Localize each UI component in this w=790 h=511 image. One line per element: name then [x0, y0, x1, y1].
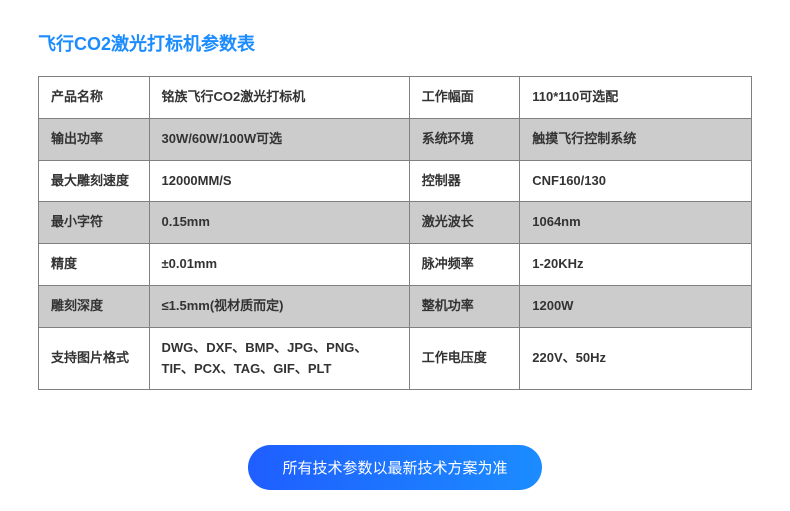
spec-label: 激光波长	[409, 202, 520, 244]
spec-value: ≤1.5mm(视材质而定)	[149, 285, 409, 327]
table-row: 支持图片格式DWG、DXF、BMP、JPG、PNG、TIF、PCX、TAG、GI…	[39, 327, 752, 390]
spec-label: 工作幅面	[409, 77, 520, 119]
spec-value: 铭族飞行CO2激光打标机	[149, 77, 409, 119]
table-row: 最小字符0.15mm激光波长1064nm	[39, 202, 752, 244]
spec-value: 1200W	[520, 285, 752, 327]
spec-value: 30W/60W/100W可选	[149, 118, 409, 160]
spec-label: 脉冲频率	[409, 244, 520, 286]
spec-value: 220V、50Hz	[520, 327, 752, 390]
spec-table: 产品名称铭族飞行CO2激光打标机工作幅面110*110可选配输出功率30W/60…	[38, 76, 752, 390]
spec-label: 控制器	[409, 160, 520, 202]
spec-value: 0.15mm	[149, 202, 409, 244]
spec-label: 精度	[39, 244, 150, 286]
spec-value: CNF160/130	[520, 160, 752, 202]
table-row: 精度±0.01mm脉冲频率1-20KHz	[39, 244, 752, 286]
table-row: 产品名称铭族飞行CO2激光打标机工作幅面110*110可选配	[39, 77, 752, 119]
spec-value: 触摸飞行控制系统	[520, 118, 752, 160]
spec-label: 系统环境	[409, 118, 520, 160]
spec-value: ±0.01mm	[149, 244, 409, 286]
spec-label: 最小字符	[39, 202, 150, 244]
spec-label: 产品名称	[39, 77, 150, 119]
spec-value: 1-20KHz	[520, 244, 752, 286]
spec-label: 整机功率	[409, 285, 520, 327]
spec-value: 12000MM/S	[149, 160, 409, 202]
spec-value: DWG、DXF、BMP、JPG、PNG、TIF、PCX、TAG、GIF、PLT	[149, 327, 409, 390]
spec-label: 最大雕刻速度	[39, 160, 150, 202]
table-row: 雕刻深度≤1.5mm(视材质而定)整机功率1200W	[39, 285, 752, 327]
spec-label: 支持图片格式	[39, 327, 150, 390]
table-row: 输出功率30W/60W/100W可选系统环境触摸飞行控制系统	[39, 118, 752, 160]
spec-value: 1064nm	[520, 202, 752, 244]
spec-value: 110*110可选配	[520, 77, 752, 119]
footer-note-pill: 所有技术参数以最新技术方案为准	[248, 445, 541, 490]
spec-label: 雕刻深度	[39, 285, 150, 327]
spec-label: 工作电压度	[409, 327, 520, 390]
table-row: 最大雕刻速度12000MM/S控制器CNF160/130	[39, 160, 752, 202]
page-title: 飞行CO2激光打标机参数表	[38, 30, 752, 56]
spec-label: 输出功率	[39, 118, 150, 160]
